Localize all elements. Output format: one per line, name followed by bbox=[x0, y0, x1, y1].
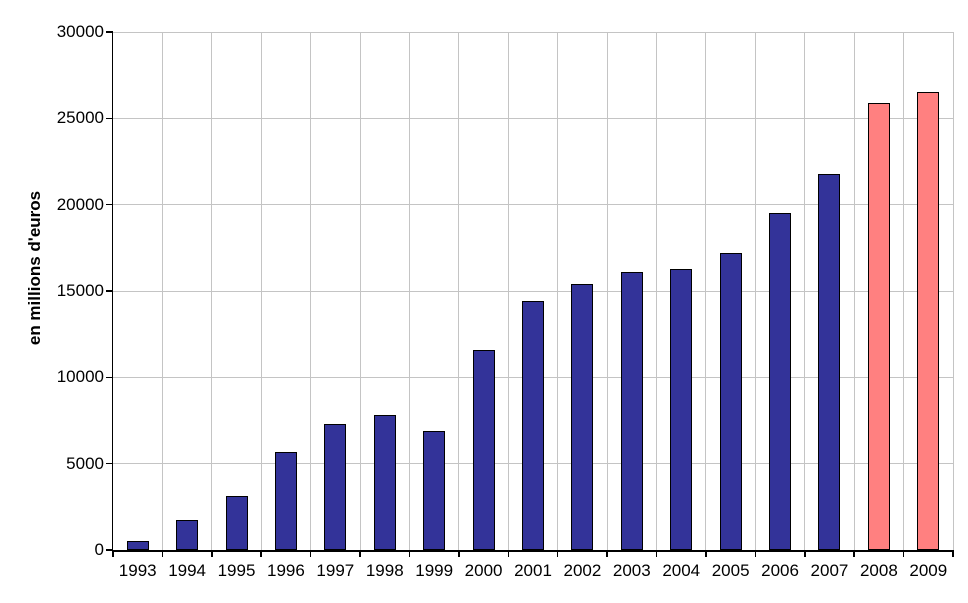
x-tick-label-1996: 1996 bbox=[267, 561, 305, 580]
x-tick-label-2006: 2006 bbox=[761, 561, 799, 580]
y-tick-label-30000: 30000 bbox=[56, 22, 104, 41]
bar-1996 bbox=[274, 451, 297, 550]
gridline-horizontal-25000 bbox=[113, 117, 953, 119]
x-tick-mark-17 bbox=[952, 551, 954, 557]
x-axis-line bbox=[111, 550, 954, 552]
x-tick-mark-10 bbox=[606, 551, 608, 557]
y-tick-mark-5000 bbox=[106, 462, 112, 465]
x-tick-mark-7 bbox=[458, 551, 460, 557]
x-tick-mark-4 bbox=[309, 551, 312, 557]
x-tick-mark-11 bbox=[655, 551, 658, 557]
x-tick-label-2005: 2005 bbox=[711, 561, 750, 580]
x-tick-label-2009: 2009 bbox=[909, 561, 948, 580]
x-tick-label-1999: 1999 bbox=[415, 561, 454, 580]
gridline-vertical-12 bbox=[705, 32, 707, 550]
x-tick-label-2002: 2002 bbox=[563, 561, 602, 580]
y-axis-line bbox=[111, 31, 113, 551]
x-tick-mark-6 bbox=[408, 551, 411, 557]
x-tick-mark-15 bbox=[853, 551, 855, 557]
bar-2003 bbox=[620, 272, 643, 550]
x-tick-label-1993: 1993 bbox=[118, 561, 157, 580]
bar-2002 bbox=[571, 284, 594, 550]
x-tick-label-2007: 2007 bbox=[810, 561, 849, 580]
gridline-horizontal-20000 bbox=[113, 204, 953, 206]
gridline-vertical-9 bbox=[557, 32, 559, 550]
y-tick-label-10000: 10000 bbox=[56, 367, 104, 387]
bar-1998 bbox=[373, 415, 396, 550]
bar-1994 bbox=[176, 519, 199, 550]
bar-2008 bbox=[867, 102, 890, 550]
gridline-horizontal-15000 bbox=[113, 290, 953, 292]
x-tick-label-1995: 1995 bbox=[217, 561, 256, 580]
x-tick-mark-14 bbox=[804, 551, 806, 557]
bar-2009 bbox=[917, 92, 940, 550]
x-tick-label-2003: 2003 bbox=[612, 561, 651, 580]
y-tick-mark-25000 bbox=[106, 117, 112, 120]
x-tick-mark-5 bbox=[359, 551, 361, 557]
y-tick-label-20000: 20000 bbox=[56, 194, 104, 214]
x-tick-mark-12 bbox=[705, 551, 707, 557]
bar-1995 bbox=[225, 496, 248, 550]
bar-1993 bbox=[126, 540, 149, 550]
bar-2004 bbox=[670, 269, 693, 550]
y-tick-mark-0 bbox=[106, 549, 112, 551]
y-tick-mark-15000 bbox=[106, 290, 112, 292]
bar-1997 bbox=[324, 423, 347, 550]
bar-2001 bbox=[522, 301, 544, 550]
x-tick-label-1997: 1997 bbox=[316, 561, 355, 580]
bar-2000 bbox=[472, 349, 495, 550]
gridline-vertical-5 bbox=[359, 32, 361, 550]
y-tick-mark-20000 bbox=[106, 203, 112, 206]
y-tick-label-15000: 15000 bbox=[56, 281, 104, 300]
gridline-vertical-17 bbox=[952, 32, 954, 550]
x-tick-mark-9 bbox=[556, 551, 559, 557]
gridline-vertical-8 bbox=[507, 32, 509, 550]
bar-1999 bbox=[423, 430, 446, 550]
x-tick-mark-2 bbox=[211, 551, 213, 557]
gridline-vertical-2 bbox=[211, 32, 213, 550]
bar-2006 bbox=[769, 213, 792, 550]
x-tick-mark-16 bbox=[902, 551, 905, 557]
gridline-vertical-11 bbox=[656, 32, 658, 550]
x-tick-mark-8 bbox=[507, 551, 510, 557]
x-tick-label-1998: 1998 bbox=[365, 561, 404, 580]
y-tick-mark-30000 bbox=[106, 31, 112, 33]
x-tick-label-1994: 1994 bbox=[168, 561, 207, 580]
gridline-vertical-6 bbox=[408, 32, 410, 550]
gridline-vertical-10 bbox=[606, 32, 608, 550]
y-tick-label-0: 0 bbox=[94, 540, 104, 559]
y-tick-label-25000: 25000 bbox=[56, 108, 104, 128]
gridline-vertical-14 bbox=[804, 32, 806, 550]
x-tick-label-2001: 2001 bbox=[514, 561, 552, 580]
bar-2007 bbox=[818, 174, 841, 550]
x-tick-label-2000: 2000 bbox=[464, 561, 503, 580]
y-tick-mark-10000 bbox=[106, 376, 112, 379]
x-tick-label-2008: 2008 bbox=[859, 561, 898, 580]
x-tick-label-2004: 2004 bbox=[662, 561, 701, 580]
gridline-vertical-3 bbox=[260, 32, 262, 550]
gridline-vertical-7 bbox=[458, 32, 460, 550]
gridline-vertical-15 bbox=[853, 32, 855, 550]
x-tick-mark-3 bbox=[260, 551, 262, 557]
gridline-vertical-1 bbox=[161, 32, 163, 550]
gridline-horizontal-30000 bbox=[113, 31, 953, 33]
bar-2005 bbox=[719, 253, 742, 550]
gridline-vertical-13 bbox=[754, 32, 756, 550]
gridline-vertical-4 bbox=[310, 32, 312, 550]
x-tick-mark-0 bbox=[112, 551, 114, 557]
gridline-vertical-16 bbox=[903, 32, 905, 550]
x-tick-mark-1 bbox=[161, 551, 164, 557]
y-tick-label-5000: 5000 bbox=[66, 453, 104, 473]
plot-area bbox=[113, 31, 954, 550]
x-tick-mark-13 bbox=[754, 551, 757, 557]
